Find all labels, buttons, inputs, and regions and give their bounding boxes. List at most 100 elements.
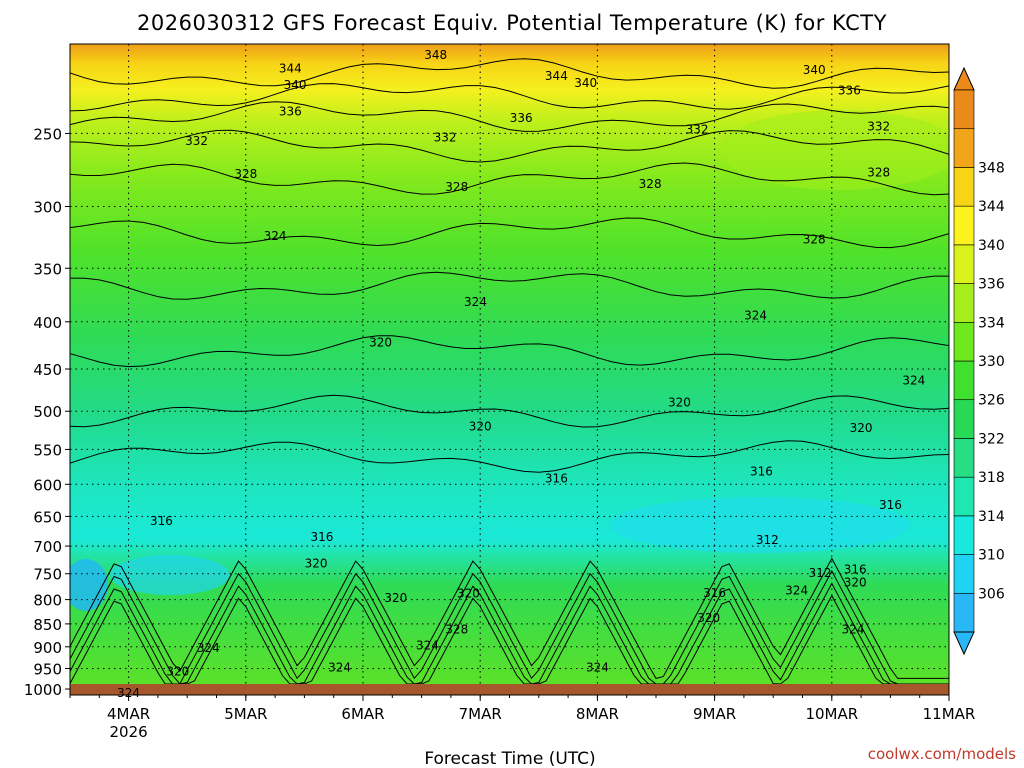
contour-label: 332 xyxy=(185,134,208,148)
colorbar-swatch xyxy=(953,321,975,362)
colorbar-swatch xyxy=(953,399,975,439)
contour-label: 324 xyxy=(464,295,487,309)
contour-label: 328 xyxy=(639,177,662,191)
x-tick-label: 10MAR xyxy=(805,705,858,723)
colorbar-swatch xyxy=(953,554,975,594)
contour-label: 340 xyxy=(284,78,307,92)
contour-label: 328 xyxy=(445,623,468,637)
field-overlays xyxy=(70,110,949,611)
contour-label: 324 xyxy=(197,641,220,655)
contour-label: 344 xyxy=(279,61,302,75)
y-tick-label: 300 xyxy=(33,199,62,217)
y-tick-label: 950 xyxy=(33,660,62,678)
contour-label: 316 xyxy=(150,514,173,528)
contour-line xyxy=(70,162,949,196)
contour-label: 324 xyxy=(785,583,808,597)
x-tick-sublabel: 2026 xyxy=(110,723,148,741)
contour-line xyxy=(70,58,949,89)
contour-label: 316 xyxy=(750,465,773,479)
colorbar-label: 322 xyxy=(978,431,1005,447)
colorbar-swatch xyxy=(953,167,975,207)
contour-label: 316 xyxy=(311,530,334,544)
contour-label: 312 xyxy=(756,533,779,547)
y-tick-label: 500 xyxy=(33,403,62,421)
y-tick-label: 1000 xyxy=(24,681,62,699)
contour-line xyxy=(70,271,949,300)
y-tick-label: 400 xyxy=(33,314,62,332)
y-tick-label: 550 xyxy=(33,441,62,459)
contour-label: 324 xyxy=(841,623,864,637)
contour-label: 320 xyxy=(457,587,480,601)
colorbar-label: 336 xyxy=(978,277,1005,293)
y-tick-label: 900 xyxy=(33,639,62,657)
colorbar-arrow-bottom xyxy=(953,631,975,656)
contour-line xyxy=(70,557,949,679)
x-tick-label: 11MAR xyxy=(923,705,976,723)
colorbar-swatch xyxy=(953,128,975,168)
contour-label: 336 xyxy=(838,83,861,97)
colorbar-label: 326 xyxy=(978,393,1005,409)
colorbar-arrow-top xyxy=(953,66,975,91)
colorbar-label: 330 xyxy=(978,354,1005,370)
contour-line xyxy=(70,335,949,368)
colorbar-swatch xyxy=(953,476,975,517)
contour-label: 336 xyxy=(279,104,302,118)
contour-label: 340 xyxy=(574,76,597,90)
contour-label: 316 xyxy=(703,586,726,600)
cold-pocket xyxy=(70,559,108,611)
colorbar-swatch xyxy=(953,89,975,130)
contour-line xyxy=(70,582,949,685)
contour-label: 320 xyxy=(469,419,492,433)
y-tick-label: 850 xyxy=(33,616,62,634)
credit-text: coolwx.com/models xyxy=(868,745,1016,763)
y-tick-label: 350 xyxy=(33,260,62,278)
y-tick-label: 650 xyxy=(33,508,62,526)
x-tick-label: 8MAR xyxy=(576,705,619,723)
contour-label: 320 xyxy=(668,395,691,409)
contour-label: 320 xyxy=(384,591,407,605)
contour-label: 320 xyxy=(844,576,867,590)
x-tick-label: 7MAR xyxy=(459,705,502,723)
contour-line xyxy=(70,594,949,685)
contour-label: 324 xyxy=(744,309,767,323)
contour-label: 324 xyxy=(264,229,287,243)
ground-strip xyxy=(70,684,949,695)
chart-title: 2026030312 GFS Forecast Equiv. Potential… xyxy=(137,11,887,35)
contour-label: 324 xyxy=(416,639,439,653)
contour-label: 316 xyxy=(545,472,568,486)
contour-label: 332 xyxy=(686,123,709,137)
colorbar-label: 306 xyxy=(978,586,1005,602)
y-axis: 250 300 350 400 450 500 550 600 650 700 750 800 850 9… xyxy=(24,125,70,699)
y-tick-label: 800 xyxy=(33,592,62,610)
y-tick-label: 750 xyxy=(33,566,62,584)
colorbar-swatch xyxy=(953,515,975,555)
contour-line xyxy=(70,569,949,685)
contour-lines xyxy=(70,58,949,685)
contour-label: 316 xyxy=(844,562,867,576)
contour-line xyxy=(70,129,949,163)
contour-label: 340 xyxy=(803,63,826,77)
contour-label: 328 xyxy=(445,180,468,194)
contour-label: 320 xyxy=(850,421,873,435)
contour-label: 320 xyxy=(166,665,189,679)
colorbar-swatch xyxy=(953,360,975,401)
colorbar: 306 310 314 318 322 326 330 334 336 340 344 348 xyxy=(953,66,1005,656)
x-tick-label: 9MAR xyxy=(693,705,736,723)
contour-label: 324 xyxy=(586,660,609,674)
contour-line xyxy=(70,83,949,112)
cold-pocket xyxy=(110,555,230,595)
contour-line xyxy=(70,217,949,249)
colorbar-swatch xyxy=(953,205,975,246)
contour-label: 332 xyxy=(867,119,890,133)
x-tick-label: 5MAR xyxy=(224,705,267,723)
contour-label: 336 xyxy=(510,111,533,125)
contour-labels: 348 344 344 340 340 340 336 336 336 332 332 332 332 3… xyxy=(117,48,925,700)
colorbar-label: 340 xyxy=(978,238,1005,254)
contour-line xyxy=(70,440,949,473)
contour-label: 324 xyxy=(117,686,140,700)
contour-label: 348 xyxy=(424,48,447,62)
x-tick-label: 4MAR xyxy=(107,705,150,723)
colorbar-swatch xyxy=(953,438,975,478)
